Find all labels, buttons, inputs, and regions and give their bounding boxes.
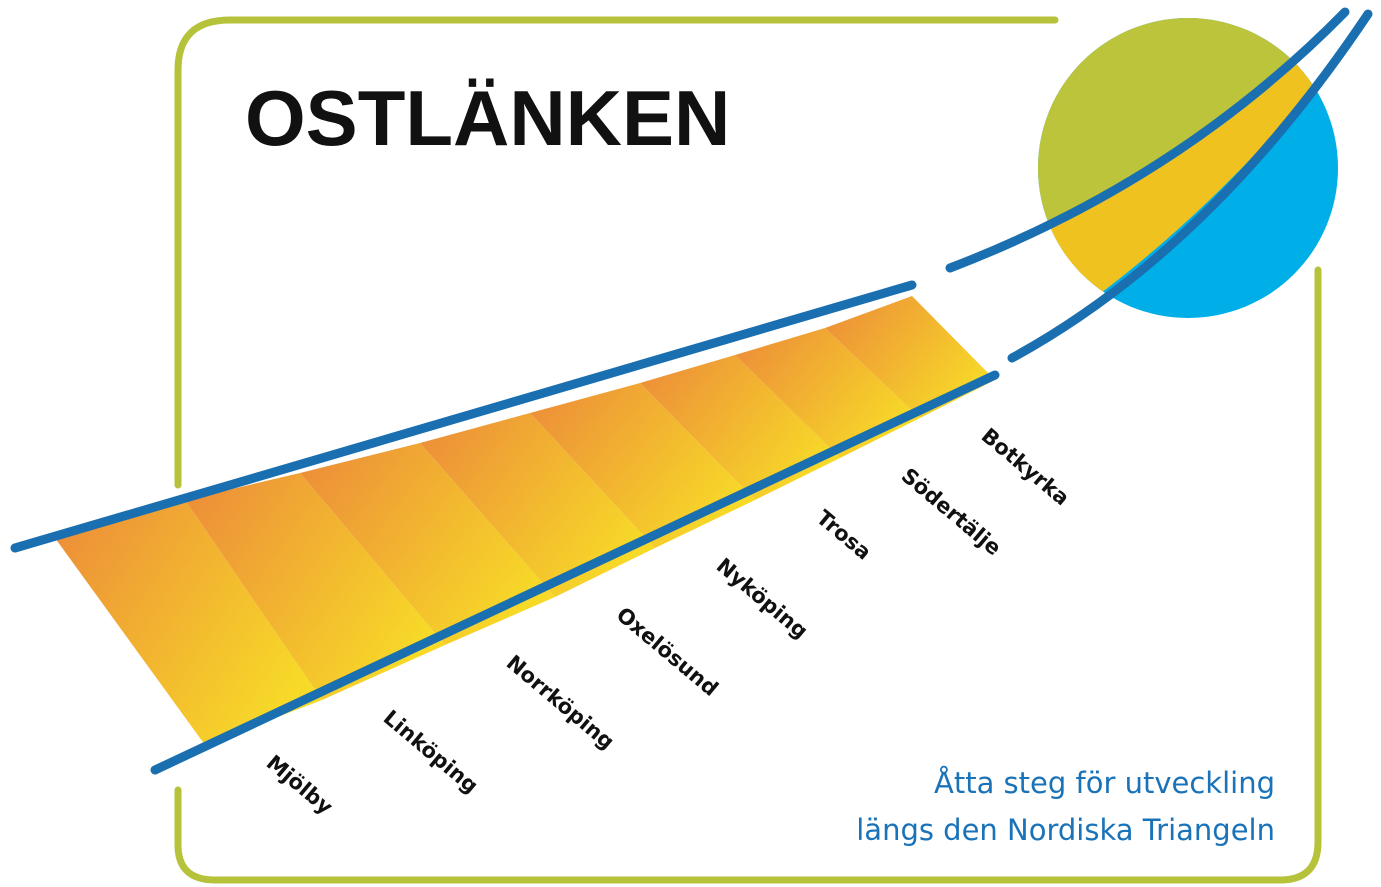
tagline-2: längs den Nordiska Triangeln bbox=[856, 813, 1275, 847]
station-label: Mjölby bbox=[262, 750, 338, 819]
station-label: Norrköping bbox=[502, 650, 619, 754]
station-label: Södertälje bbox=[897, 463, 1006, 560]
station-label: Oxelösund bbox=[612, 602, 723, 701]
station-label: Linköping bbox=[379, 705, 483, 798]
station-label: Trosa bbox=[812, 505, 876, 564]
logo-page: OSTLÄNKEN Mjölby LinköpingNorrköpingOxelö… bbox=[0, 0, 1381, 887]
station-label: Botkyrka bbox=[977, 423, 1074, 510]
globe bbox=[950, 10, 1370, 355]
station-label: Nyköping bbox=[712, 553, 813, 643]
tagline-1: Åtta steg för utveckling bbox=[934, 766, 1275, 800]
title: OSTLÄNKEN bbox=[245, 74, 730, 162]
